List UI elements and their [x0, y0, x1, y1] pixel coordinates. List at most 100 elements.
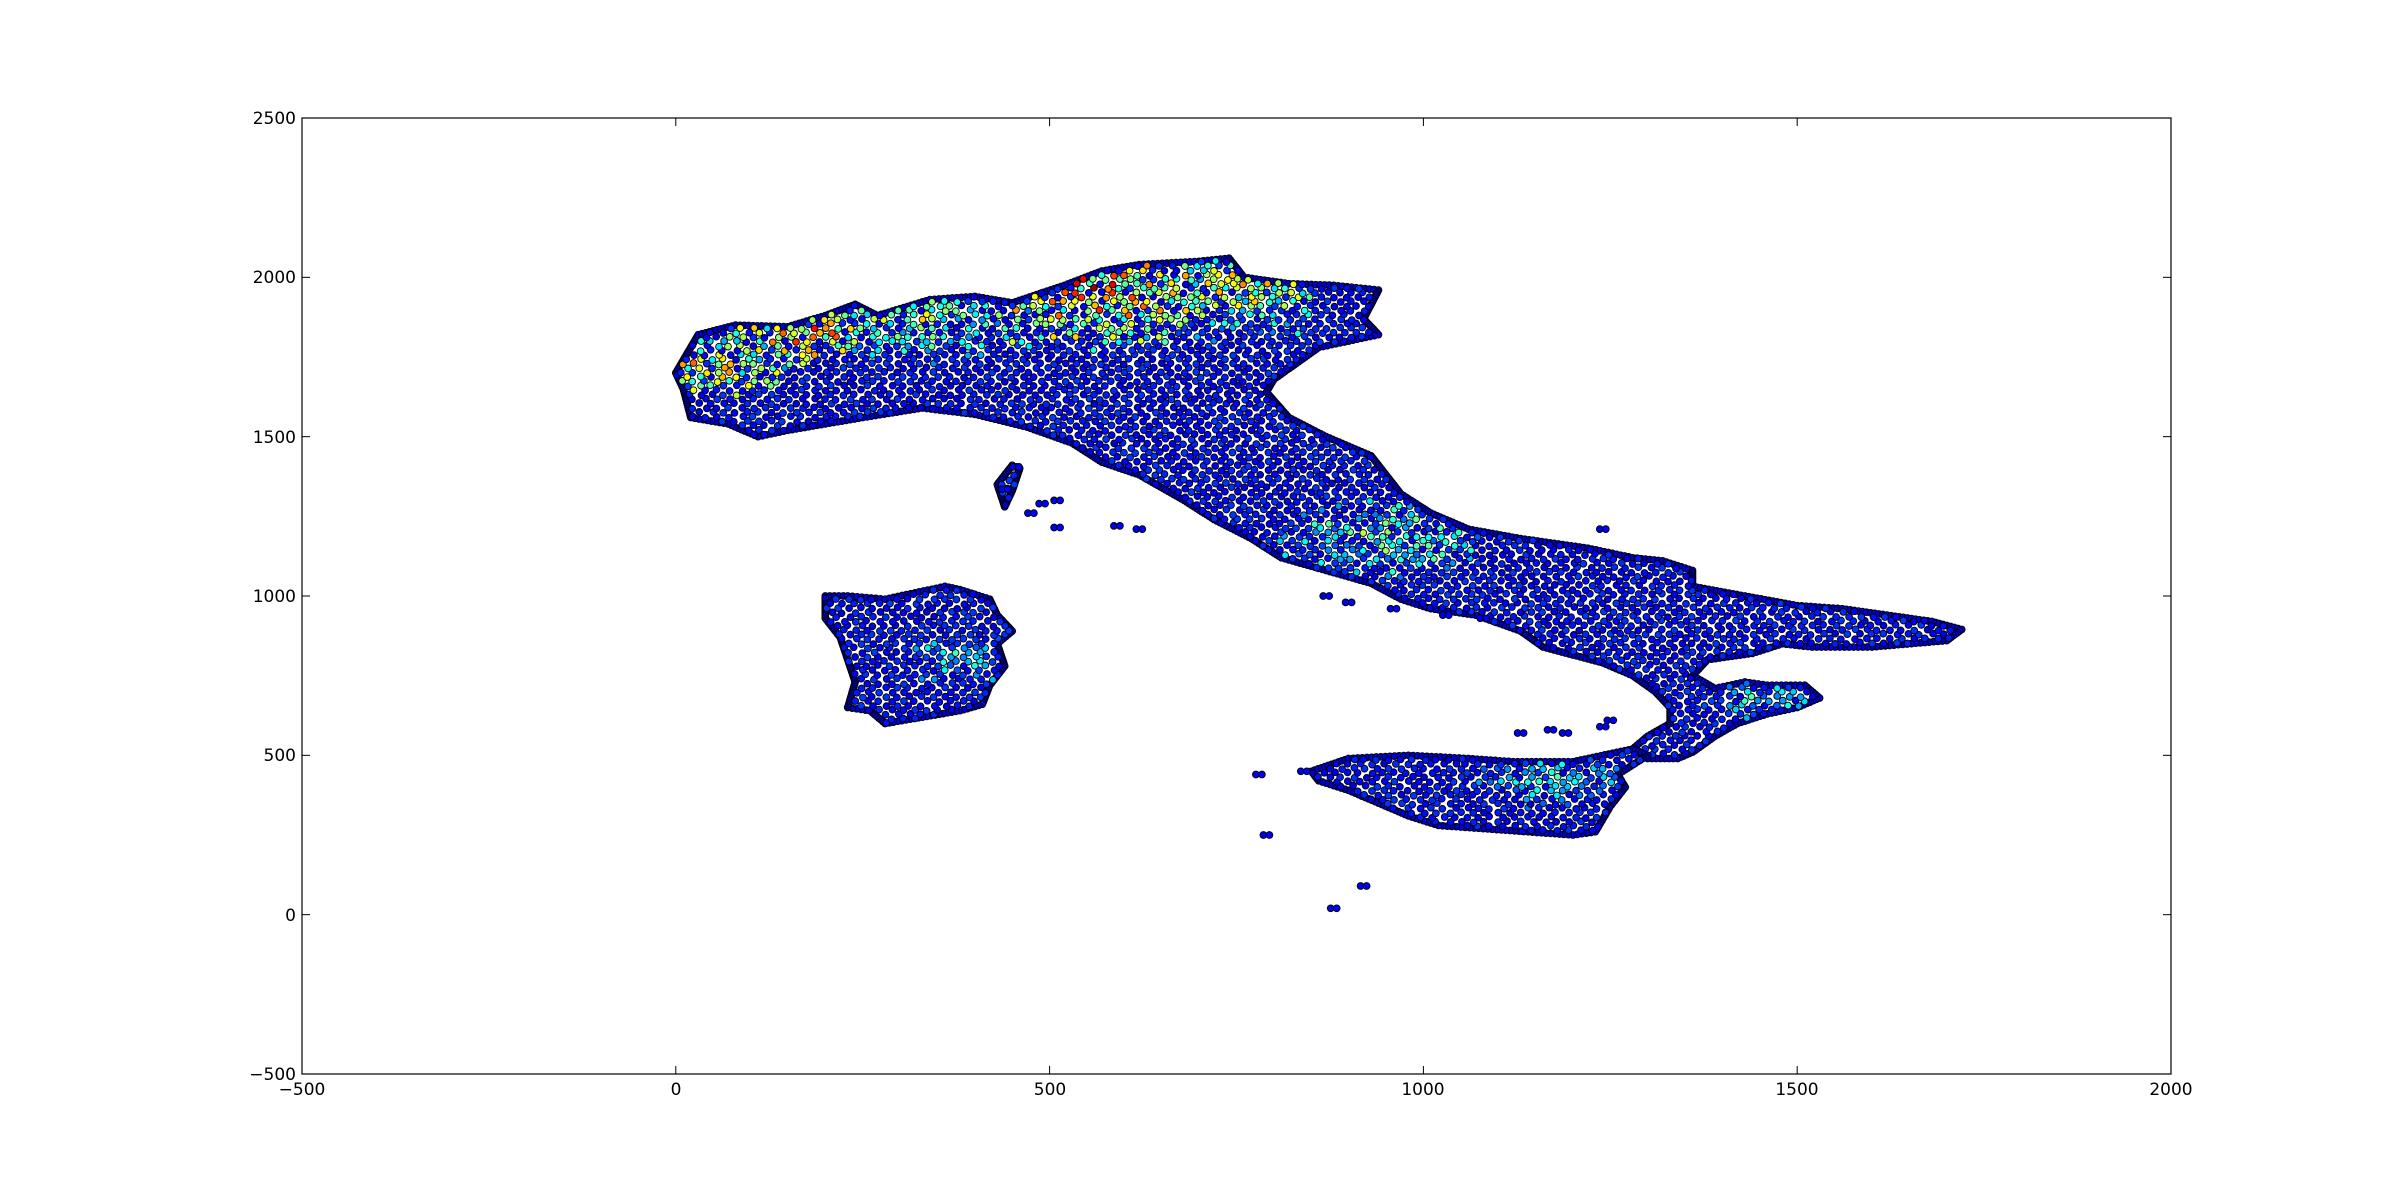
data-point	[779, 409, 787, 417]
data-point	[1311, 449, 1320, 457]
data-point	[1599, 635, 1608, 643]
data-point	[1586, 545, 1595, 554]
data-point	[1652, 577, 1661, 586]
data-point	[1681, 662, 1690, 670]
data-point	[1204, 421, 1213, 430]
data-point	[1299, 422, 1307, 430]
data-point	[1536, 759, 1545, 768]
data-point	[1115, 338, 1123, 347]
data-point	[1041, 320, 1050, 329]
data-point	[827, 319, 835, 328]
data-point	[1583, 786, 1592, 795]
data-point	[850, 670, 859, 678]
data-point	[1773, 701, 1781, 710]
data-point	[1749, 702, 1757, 710]
data-point	[1575, 764, 1584, 773]
data-point	[1204, 439, 1213, 448]
data-point	[1019, 347, 1028, 355]
data-point	[1116, 293, 1124, 301]
data-point	[1305, 550, 1314, 559]
data-point	[767, 346, 776, 354]
data-point	[1072, 440, 1081, 448]
data-point	[1161, 311, 1170, 320]
data-point	[1101, 453, 1110, 461]
data-point	[1683, 652, 1691, 660]
data-point	[756, 399, 765, 408]
data-point	[1179, 457, 1188, 466]
data-point	[1173, 399, 1182, 408]
data-point	[1317, 558, 1325, 567]
data-point	[946, 391, 955, 400]
data-point	[1694, 590, 1703, 599]
data-point	[995, 337, 1004, 346]
data-point	[1292, 444, 1300, 453]
data-point	[1851, 635, 1859, 644]
data-point	[1336, 323, 1345, 332]
data-point	[1325, 519, 1333, 528]
data-point	[1359, 537, 1368, 546]
data-point	[1412, 550, 1421, 559]
data-point	[1048, 413, 1057, 422]
data-point	[1442, 599, 1450, 608]
data-point	[1193, 404, 1201, 412]
data-point	[1187, 293, 1195, 301]
data-point	[751, 368, 759, 377]
data-point	[1271, 498, 1279, 506]
data-point	[1270, 434, 1279, 443]
data-point	[1468, 581, 1477, 590]
data-point	[965, 386, 974, 395]
data-point	[1274, 279, 1283, 287]
data-point	[1263, 528, 1271, 537]
data-point	[1443, 581, 1451, 590]
data-point	[1676, 709, 1685, 718]
data-point	[820, 351, 829, 360]
data-point	[915, 359, 924, 368]
data-point	[1372, 502, 1381, 510]
data-point	[1444, 756, 1453, 764]
data-point	[882, 693, 891, 702]
data-point	[1609, 573, 1618, 581]
data-point	[1234, 373, 1243, 382]
data-point	[1686, 674, 1695, 683]
data-point	[1592, 796, 1601, 804]
data-point	[978, 622, 986, 631]
data-point	[1347, 483, 1356, 492]
data-point	[708, 356, 717, 364]
data-point	[803, 373, 811, 382]
data-point	[1300, 332, 1309, 341]
data-point	[1220, 293, 1229, 302]
data-point	[1525, 617, 1534, 626]
data-point	[1221, 496, 1230, 505]
data-point	[857, 640, 866, 649]
data-point	[1299, 457, 1308, 466]
data-point	[1276, 510, 1284, 519]
data-point	[1347, 316, 1356, 324]
data-point	[1090, 355, 1099, 364]
data-point	[1031, 338, 1039, 347]
data-point	[1689, 657, 1698, 666]
data-point	[1197, 381, 1206, 390]
data-point	[1125, 266, 1134, 275]
data-point	[857, 684, 866, 693]
data-point	[1149, 320, 1158, 329]
data-point	[1521, 604, 1529, 612]
data-point	[1400, 594, 1409, 603]
data-point	[857, 351, 866, 359]
data-point	[1528, 536, 1537, 545]
data-point	[1569, 760, 1577, 769]
data-point	[1082, 360, 1091, 369]
data-point	[1131, 413, 1139, 421]
data-point	[1502, 589, 1511, 598]
data-point	[1634, 554, 1643, 563]
data-point	[910, 635, 919, 643]
data-point	[1630, 639, 1638, 648]
data-point	[1265, 474, 1273, 483]
data-point	[934, 688, 943, 697]
data-point	[952, 307, 960, 316]
data-point	[1521, 541, 1530, 550]
data-point	[1639, 656, 1647, 665]
data-point	[1765, 617, 1774, 626]
data-point	[1108, 280, 1117, 289]
data-point	[1247, 417, 1255, 426]
data-point	[1692, 634, 1701, 642]
